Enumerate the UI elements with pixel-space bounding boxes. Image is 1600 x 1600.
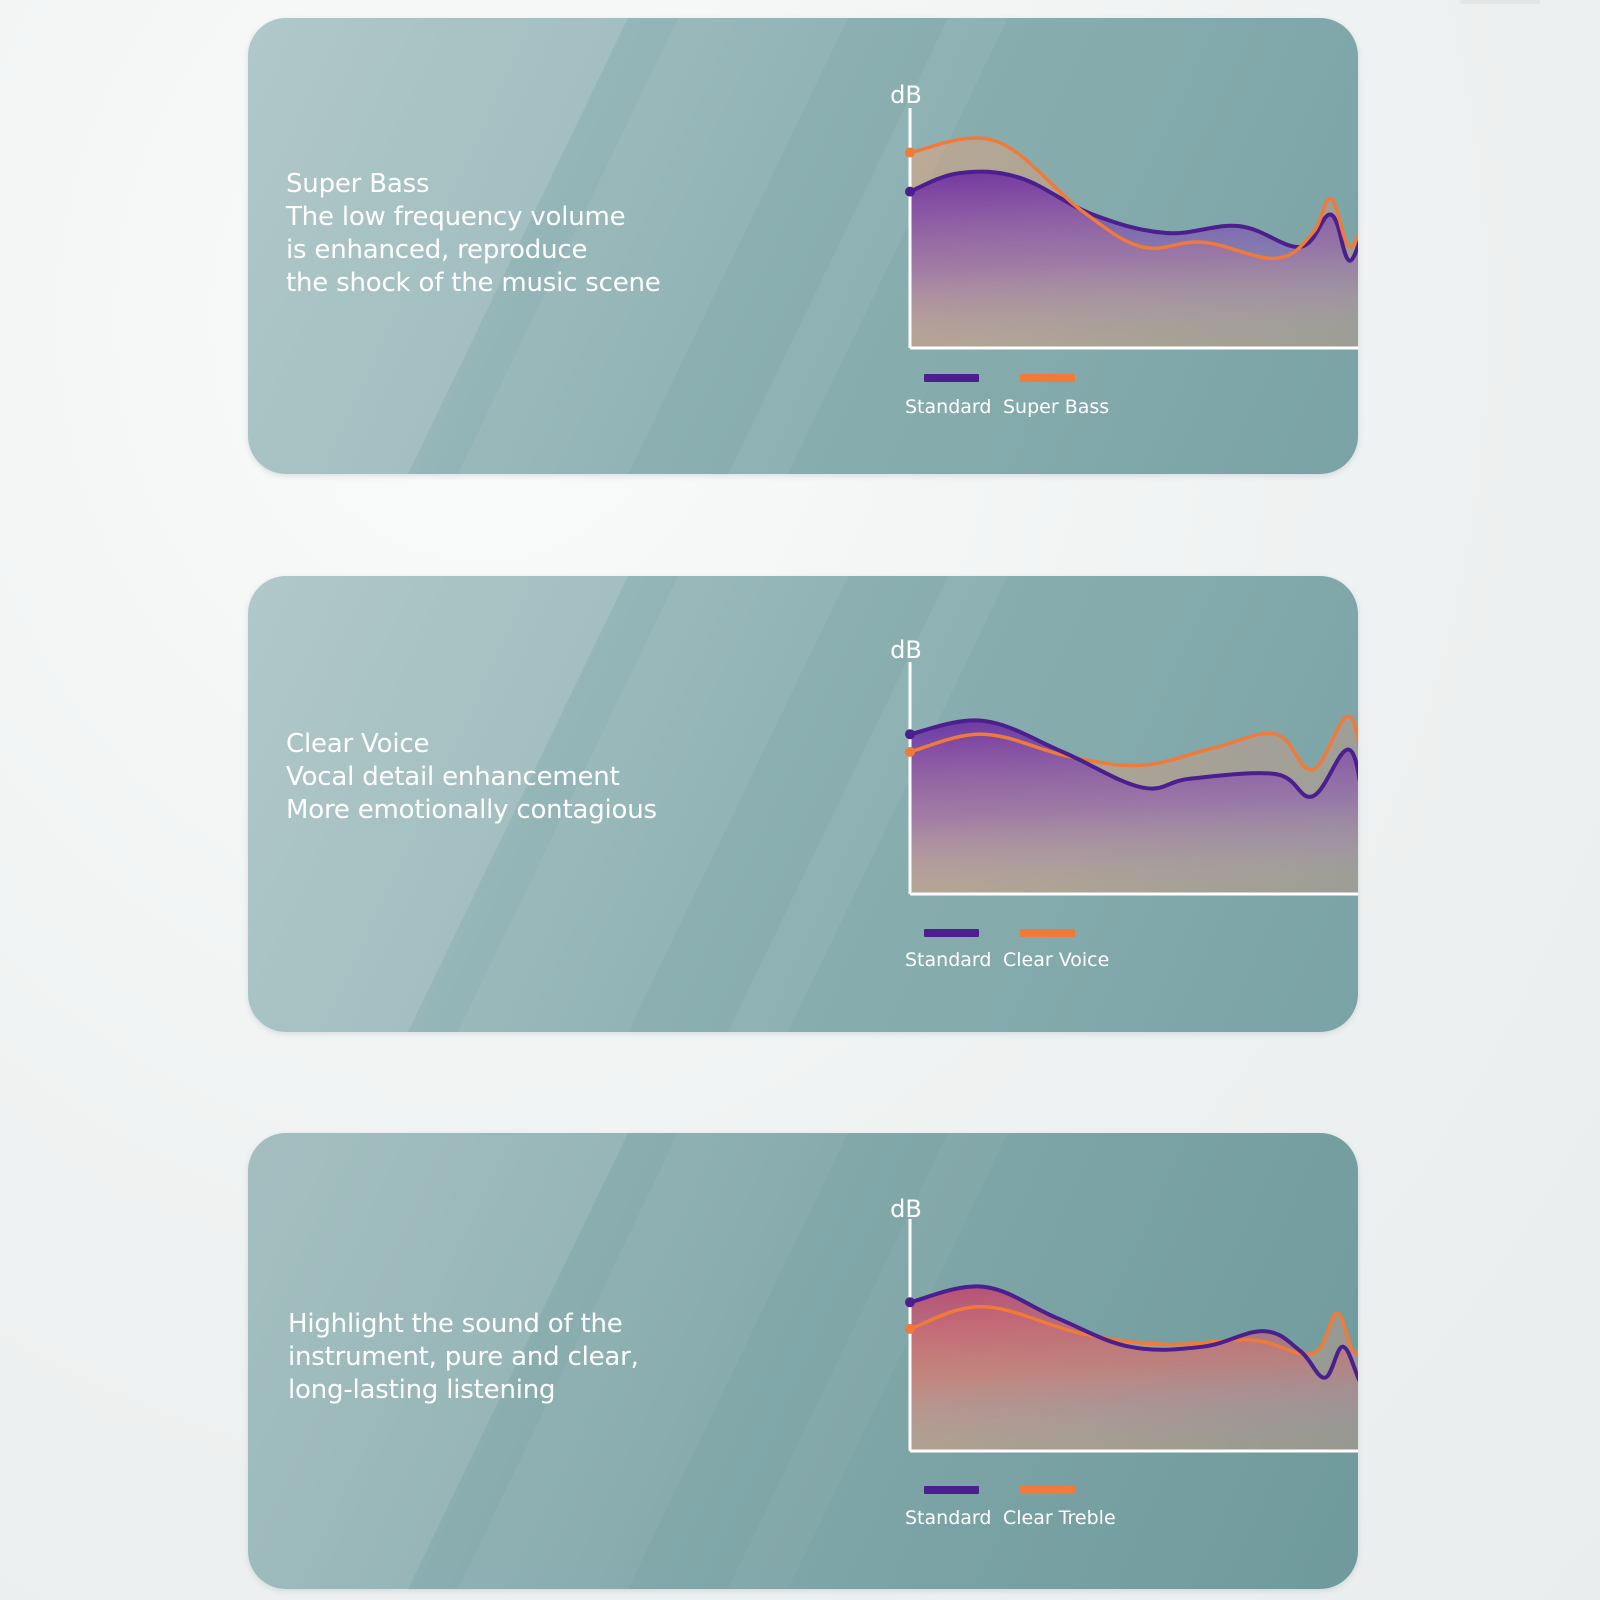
card-description: Clear Voice Vocal detail enhancement Mor… bbox=[286, 728, 657, 827]
card-description: Highlight the sound of the instrument, p… bbox=[288, 1308, 639, 1407]
y-axis-label: dB bbox=[890, 1195, 922, 1223]
description-line: Vocal detail enhancement bbox=[286, 762, 620, 792]
y-axis-label: dB bbox=[890, 636, 922, 664]
corner-decoration bbox=[1460, 0, 1540, 4]
legend-swatch-standard bbox=[924, 374, 979, 382]
frequency-response-chart: dB HZ Standard Clear Voice bbox=[890, 636, 1358, 971]
description-line: Super Bass bbox=[286, 169, 430, 199]
series-line-enhanced bbox=[909, 136, 1358, 261]
description-line: More emotionally contagious bbox=[286, 795, 657, 825]
description-line: Highlight the sound of the bbox=[288, 1309, 623, 1339]
legend: Standard Clear Treble bbox=[905, 1486, 1116, 1529]
legend-label-enhanced: Clear Treble bbox=[1003, 1507, 1116, 1529]
start-point-enhanced bbox=[905, 746, 915, 757]
plot-area bbox=[905, 662, 1358, 896]
legend-label-enhanced: Super Bass bbox=[1003, 396, 1109, 418]
description-line: is enhanced, reproduce bbox=[286, 235, 588, 265]
plot-area bbox=[905, 108, 1358, 350]
standard-area bbox=[910, 720, 1358, 894]
description-line: Clear Voice bbox=[286, 729, 430, 759]
description-line: The low frequency volume bbox=[286, 202, 626, 232]
legend-swatch-standard bbox=[924, 929, 979, 937]
start-point-standard bbox=[905, 1297, 915, 1308]
standard-area bbox=[910, 1286, 1358, 1451]
description-line: the shock of the music scene bbox=[286, 268, 661, 298]
legend-swatch-enhanced bbox=[1020, 929, 1075, 937]
eq-card-super-bass: Super Bass The low frequency volume is e… bbox=[248, 18, 1358, 474]
legend-label-standard: Standard bbox=[905, 1507, 991, 1529]
standard-area bbox=[910, 171, 1358, 348]
eq-card-clear-voice: Clear Voice Vocal detail enhancement Mor… bbox=[248, 576, 1358, 1032]
start-point-enhanced bbox=[905, 147, 915, 158]
series-line-standard bbox=[909, 1284, 1358, 1383]
frequency-response-chart: dB HZ Standard Clear Treble bbox=[890, 1195, 1358, 1529]
legend-label-standard: Standard bbox=[905, 949, 991, 971]
glass-reflection bbox=[248, 576, 1008, 1032]
description-line: long-lasting listening bbox=[288, 1375, 556, 1405]
legend: Standard Super Bass bbox=[905, 374, 1109, 418]
start-point-standard bbox=[905, 729, 915, 740]
start-point-standard bbox=[905, 186, 915, 197]
start-point-enhanced bbox=[905, 1323, 915, 1334]
series-line-enhanced bbox=[909, 714, 1358, 772]
legend-label-enhanced: Clear Voice bbox=[1003, 949, 1109, 971]
series-line-enhanced bbox=[909, 1304, 1358, 1356]
description-line: instrument, pure and clear, bbox=[288, 1342, 639, 1372]
legend-swatch-standard bbox=[924, 1486, 979, 1494]
legend-label-standard: Standard bbox=[905, 396, 991, 418]
series-line-standard bbox=[909, 169, 1358, 263]
card-description: Super Bass The low frequency volume is e… bbox=[286, 168, 661, 300]
series-line-standard bbox=[909, 718, 1358, 799]
glass-reflection bbox=[248, 18, 1008, 474]
legend-swatch-enhanced bbox=[1020, 374, 1075, 382]
y-axis-label: dB bbox=[890, 81, 922, 109]
plot-area bbox=[905, 1219, 1358, 1453]
legend-swatch-enhanced bbox=[1020, 1486, 1075, 1494]
frequency-response-chart: dB HZ Standard Super Bass bbox=[890, 81, 1358, 418]
glass-reflection bbox=[248, 1133, 1008, 1589]
eq-card-clear-treble: Highlight the sound of the instrument, p… bbox=[248, 1133, 1358, 1589]
legend: Standard Clear Voice bbox=[905, 929, 1109, 971]
